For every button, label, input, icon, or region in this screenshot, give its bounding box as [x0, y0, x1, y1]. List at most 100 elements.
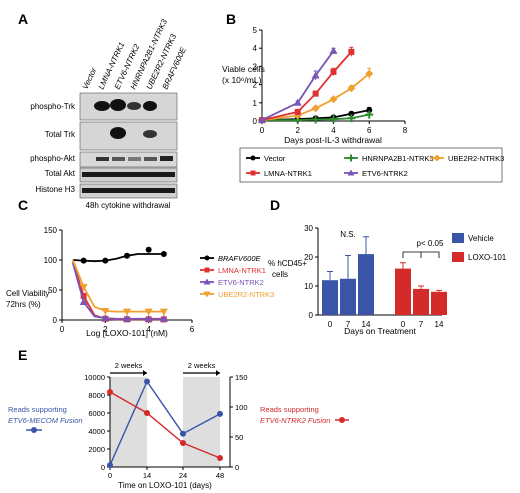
y-tick-label: 100: [235, 403, 248, 412]
x-tick-label: 0: [401, 320, 406, 329]
series-line-ube2r2-ntrk3: [261, 72, 370, 121]
error-bar: [345, 255, 351, 279]
data-point: [293, 98, 302, 106]
y-tick-label: 2: [253, 81, 258, 90]
panel-letter-b: B: [226, 11, 236, 27]
x-axis-label: Time on LOXO-101 (days): [118, 481, 212, 490]
legend-label: Vehicle: [468, 234, 494, 243]
data-point: [311, 71, 320, 79]
data-point: [144, 378, 150, 385]
data-point: [311, 104, 320, 113]
data-point: [294, 108, 301, 115]
fit-curve: [72, 253, 164, 263]
shaded-interval: [183, 377, 220, 467]
x-tick-label: 7: [346, 320, 351, 329]
data-point: [347, 114, 356, 123]
data-point: [145, 246, 152, 253]
legend-marker: [250, 155, 256, 161]
x-tick-label: 2: [296, 126, 301, 135]
y-tick-label: 1: [253, 99, 258, 108]
legend-label: UBE2R2-NTRK3: [448, 154, 504, 163]
legend: Vehicle LOXO-101: [452, 233, 507, 262]
data-point: [160, 251, 167, 257]
x-tick-label: 0: [260, 126, 265, 135]
data-point: [347, 84, 356, 93]
data-point: [180, 440, 186, 446]
legend-label: LOXO-101: [468, 253, 507, 262]
legend-label: HNRNPA2B1-NTRK3: [362, 154, 434, 163]
series-line: [109, 380, 221, 466]
y-tick-label: 0: [235, 463, 239, 472]
blot-band: [110, 127, 126, 139]
arrow-head: [143, 370, 147, 376]
significance-label: N.S.: [340, 230, 356, 239]
series-line: [109, 391, 221, 459]
data-point: [102, 257, 109, 264]
blot-band: [82, 188, 175, 193]
y-tick-label: 4000: [88, 427, 105, 436]
blot-band: [143, 101, 157, 111]
data-point: [101, 314, 110, 322]
data-point: [123, 314, 131, 322]
x-tick-label: 4: [331, 126, 336, 135]
x-tick-label: 6: [190, 325, 195, 334]
right-axis-label: Reads supporting: [260, 405, 319, 414]
interval-label: 2 weeks: [115, 361, 143, 370]
x-tick-label: 4: [146, 325, 151, 334]
x-axis-label: Days post-IL-3 withdrawal: [284, 135, 382, 145]
bar: [431, 291, 447, 315]
data-point: [348, 48, 355, 55]
data-point: [330, 68, 337, 75]
panel-letter-c: C: [18, 197, 28, 213]
data-point: [159, 314, 168, 322]
blot-band: [128, 157, 141, 161]
blot-row-label: Total Trk: [45, 130, 76, 139]
legend-box: [239, 147, 503, 183]
error-bar: [363, 236, 369, 255]
legend-label: BRAFV600E: [218, 254, 262, 263]
right-axis-label: ETV6-NTRK2 Fusion: [260, 416, 330, 425]
legend-marker: [204, 267, 210, 273]
data-point: [79, 284, 88, 291]
data-point: [107, 389, 113, 395]
legend-label: LMNA-NTRK1: [218, 266, 266, 275]
data-point: [159, 308, 168, 316]
legend-marker: [433, 154, 441, 162]
y-axis-label: % hCD45+: [268, 259, 307, 268]
legend-marker: [203, 278, 211, 285]
x-tick-label: 48: [216, 471, 224, 480]
y-tick-label: 50: [48, 286, 57, 295]
panel-letter-a: A: [18, 11, 28, 27]
x-tick-label: 14: [143, 471, 151, 480]
blot-band: [82, 172, 175, 177]
blot-band: [112, 157, 125, 161]
data-point: [144, 308, 153, 316]
data-point: [101, 308, 110, 315]
y-tick-label: 6000: [88, 409, 105, 418]
x-tick-label: 6: [367, 126, 372, 135]
panel-letter-d: D: [270, 197, 280, 213]
arrow-head: [216, 370, 220, 376]
x-tick-label: 7: [419, 320, 424, 329]
left-axis-key-marker: [31, 427, 37, 433]
y-tick-label: 5: [253, 26, 258, 35]
data-point: [365, 69, 374, 78]
y-tick-label: 4: [253, 44, 258, 53]
legend-label: ETV6-NTRK2: [218, 278, 264, 287]
data-point: [144, 410, 150, 416]
legend-marker: [347, 154, 355, 162]
blot-row-label: Total Akt: [45, 169, 76, 178]
bar: [358, 254, 374, 315]
legend: BRAFV600E LMNA-NTRK1 ETV6-NTRK2 UBE2R2-NTRK…: [200, 254, 274, 299]
y-tick-label: 30: [304, 224, 313, 233]
legend-marker: [204, 255, 210, 261]
data-point: [123, 308, 131, 316]
y-tick-label: 10: [304, 282, 313, 291]
x-tick-label: 8: [403, 126, 408, 135]
data-point: [366, 107, 373, 114]
fit-curve: [71, 262, 164, 320]
blot-band: [96, 157, 109, 161]
y-tick-label: 0: [309, 311, 314, 320]
panel-e-dual-axis-chart: 2 weeks 2 weeks 0 2000 4000 6000 8000 10000 0 50 1…: [8, 361, 349, 490]
